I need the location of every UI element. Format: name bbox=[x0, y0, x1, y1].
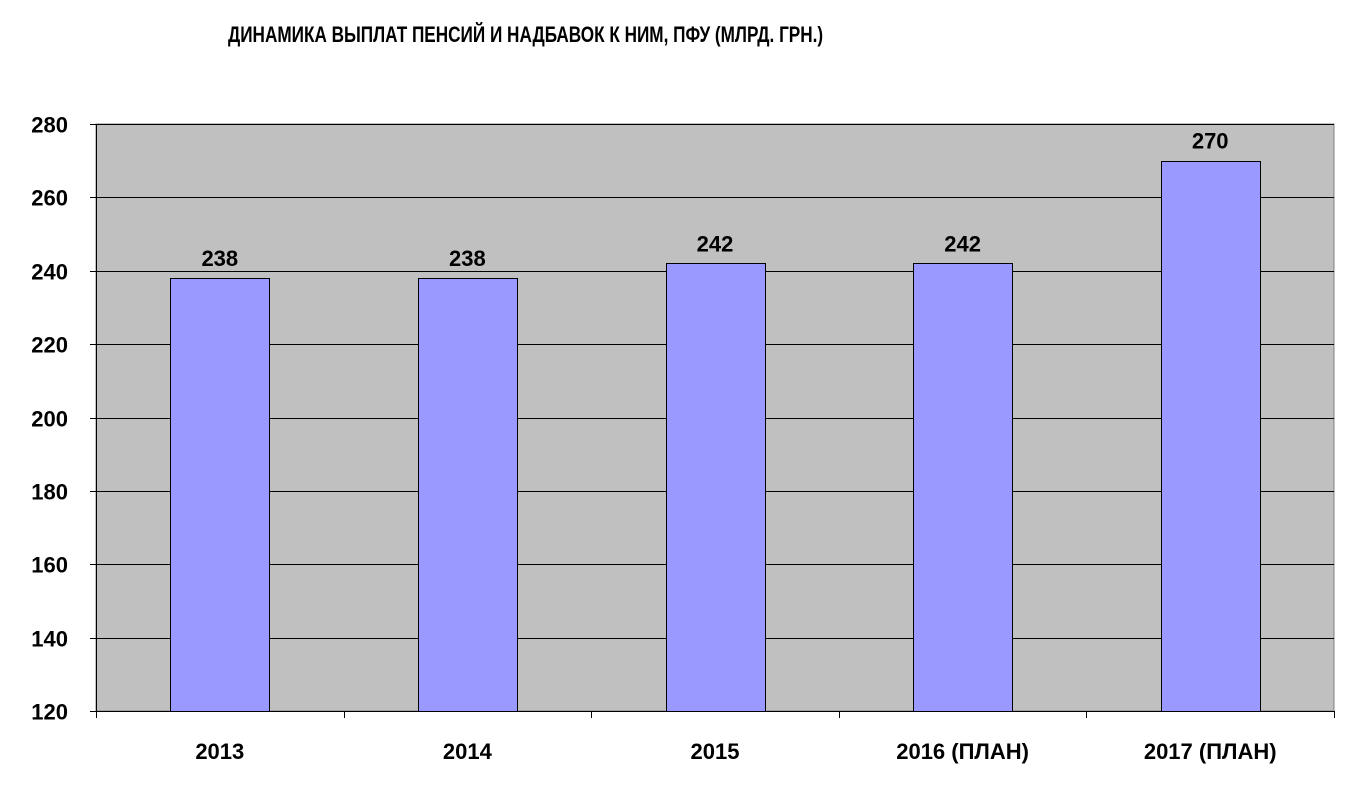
x-tick-label: 2015 bbox=[691, 739, 740, 764]
data-label: 242 bbox=[944, 231, 981, 256]
bar-2014 bbox=[418, 278, 518, 712]
x-tick-label: 2016 (ПЛАН) bbox=[896, 739, 1029, 764]
data-label: 238 bbox=[201, 246, 238, 271]
y-tick-label: 280 bbox=[31, 113, 68, 138]
y-tick-label: 180 bbox=[31, 480, 68, 505]
axes bbox=[90, 124, 1335, 718]
y-tick-label: 200 bbox=[31, 407, 68, 432]
y-tick-label: 220 bbox=[31, 333, 68, 358]
x-tick-label: 2013 bbox=[195, 739, 244, 764]
bars bbox=[170, 161, 1261, 712]
x-tick-label: 2017 (ПЛАН) bbox=[1144, 739, 1277, 764]
labels: 120 140 160 180 200 220 240 260 280 238 2013 238 201… bbox=[31, 113, 1276, 765]
y-tick-label: 140 bbox=[31, 627, 68, 652]
bar-2016-план- bbox=[913, 263, 1013, 712]
y-tick-label: 160 bbox=[31, 553, 68, 578]
x-tick-label: 2014 bbox=[443, 739, 493, 764]
bar-2013 bbox=[170, 278, 270, 712]
data-label: 270 bbox=[1192, 129, 1229, 154]
data-label: 238 bbox=[449, 246, 486, 271]
bar-2015 bbox=[666, 263, 766, 712]
data-label: 242 bbox=[697, 231, 734, 256]
bar-2017-план- bbox=[1161, 161, 1261, 712]
y-tick-label: 260 bbox=[31, 186, 68, 211]
y-tick-label: 120 bbox=[31, 700, 68, 725]
chart-title: ДИНАМИКА ВЫПЛАТ ПЕНСИЙ И НАДБАВОК К НИМ,… bbox=[228, 22, 824, 47]
y-tick-label: 240 bbox=[31, 260, 68, 285]
